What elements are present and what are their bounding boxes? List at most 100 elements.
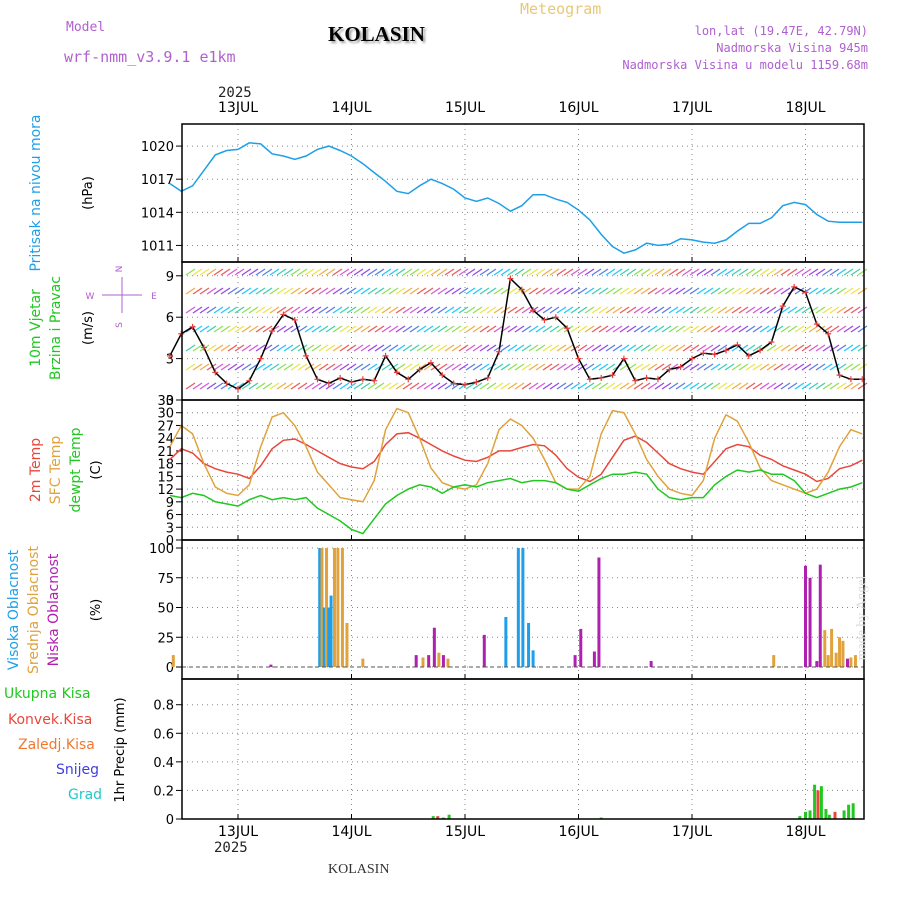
wind-barb — [353, 325, 364, 333]
wind-barb — [388, 268, 399, 276]
wind-barb — [283, 344, 294, 352]
wind-barb — [815, 325, 826, 333]
wind-barb — [633, 306, 644, 314]
wind-barb — [339, 363, 350, 371]
wind-barb — [703, 306, 714, 314]
wind-barb — [850, 287, 861, 295]
wind-speed-marker — [166, 352, 173, 359]
wind-barb — [850, 325, 861, 333]
wind-barb — [248, 287, 259, 295]
wind-barb — [220, 363, 231, 371]
wind-barb — [451, 268, 462, 276]
wind-barb — [346, 344, 357, 352]
precip-legend-label: Ukupna Kisa — [4, 686, 91, 702]
wind-barb — [794, 363, 805, 371]
wind-barb — [430, 325, 441, 333]
bar — [823, 630, 827, 667]
wind-barb — [710, 325, 721, 333]
wind-barb — [486, 325, 497, 333]
wind-barb — [731, 382, 742, 390]
wind-barb — [374, 306, 385, 314]
wind-barb — [514, 344, 525, 352]
bar — [269, 664, 273, 667]
wind-barb — [514, 363, 525, 371]
wind-barb — [402, 306, 413, 314]
wind-barb — [633, 363, 644, 371]
wind-barb — [388, 287, 399, 295]
wind-barb — [199, 363, 210, 371]
wind-barb — [521, 306, 532, 314]
wind-barb — [234, 325, 245, 333]
wind-barb — [395, 344, 406, 352]
wind-barb — [794, 268, 805, 276]
wind-barb — [654, 382, 665, 390]
wind-barb — [752, 382, 763, 390]
wind-barb — [591, 268, 602, 276]
wind-barb — [290, 287, 301, 295]
wind-barb — [661, 382, 672, 390]
wind-barb — [283, 382, 294, 390]
wind-barb — [717, 344, 728, 352]
wind-barb — [640, 325, 651, 333]
wind-barb — [703, 344, 714, 352]
wind-barb — [297, 382, 308, 390]
wind-barb — [493, 287, 504, 295]
wind-barb — [304, 363, 315, 371]
wind-barb — [507, 382, 518, 390]
precip-legend-label: Zaledj.Kisa — [18, 737, 95, 753]
wind-barb — [843, 344, 854, 352]
wind-barb — [507, 287, 518, 295]
wind-barb — [654, 306, 665, 314]
wind-barb — [654, 344, 665, 352]
wind-barb — [430, 306, 441, 314]
wind-barb — [409, 268, 420, 276]
wind-barb — [661, 363, 672, 371]
wind-barb — [570, 382, 581, 390]
wind-barb — [577, 382, 588, 390]
wind-barb — [822, 344, 833, 352]
series-line-pressure — [169, 142, 863, 255]
wind-barb — [374, 287, 385, 295]
wind-speed-marker — [552, 314, 559, 321]
wind-barb — [808, 306, 819, 314]
day-label-bottom: 17JUL — [672, 824, 712, 840]
precip-legend-label: Snijeg — [56, 762, 99, 778]
ytick-label: 18 — [157, 458, 174, 473]
wind-barb — [542, 325, 553, 333]
wind-speed-marker — [564, 325, 571, 332]
wind-barb — [479, 306, 490, 314]
wind-barb — [549, 287, 560, 295]
wind-barb — [507, 306, 518, 314]
bar — [804, 565, 807, 667]
precip-legend-label: Grad — [68, 787, 102, 803]
wind-barb — [493, 325, 504, 333]
wind-barb — [346, 287, 357, 295]
wind-barb — [675, 382, 686, 390]
bar — [838, 637, 842, 667]
wind-barb — [276, 363, 287, 371]
bar — [579, 628, 583, 667]
wind-barb — [745, 287, 756, 295]
wind-barb — [752, 363, 763, 371]
wind-barb — [451, 306, 462, 314]
wind-barb — [710, 268, 721, 276]
wind-barb — [255, 344, 266, 352]
wind-barb — [255, 382, 266, 390]
wind-barb — [255, 306, 266, 314]
wind-barb — [381, 287, 392, 295]
wind-barb — [381, 268, 392, 276]
bar — [421, 657, 425, 667]
wind-barb — [262, 382, 273, 390]
wind-barb — [255, 287, 266, 295]
ytick-label: 25 — [157, 631, 174, 646]
wind-barb — [731, 287, 742, 295]
wind-barb — [360, 287, 371, 295]
wind-speed-marker — [462, 381, 468, 388]
wind-barb — [297, 268, 308, 276]
wind-barb — [493, 382, 504, 390]
day-label-bottom: 16JUL — [559, 824, 599, 840]
wind-barb — [836, 306, 847, 314]
wind-barb — [192, 306, 203, 314]
panel-label: Srednja Oblacnost — [26, 546, 42, 674]
wind-barb — [206, 306, 217, 314]
